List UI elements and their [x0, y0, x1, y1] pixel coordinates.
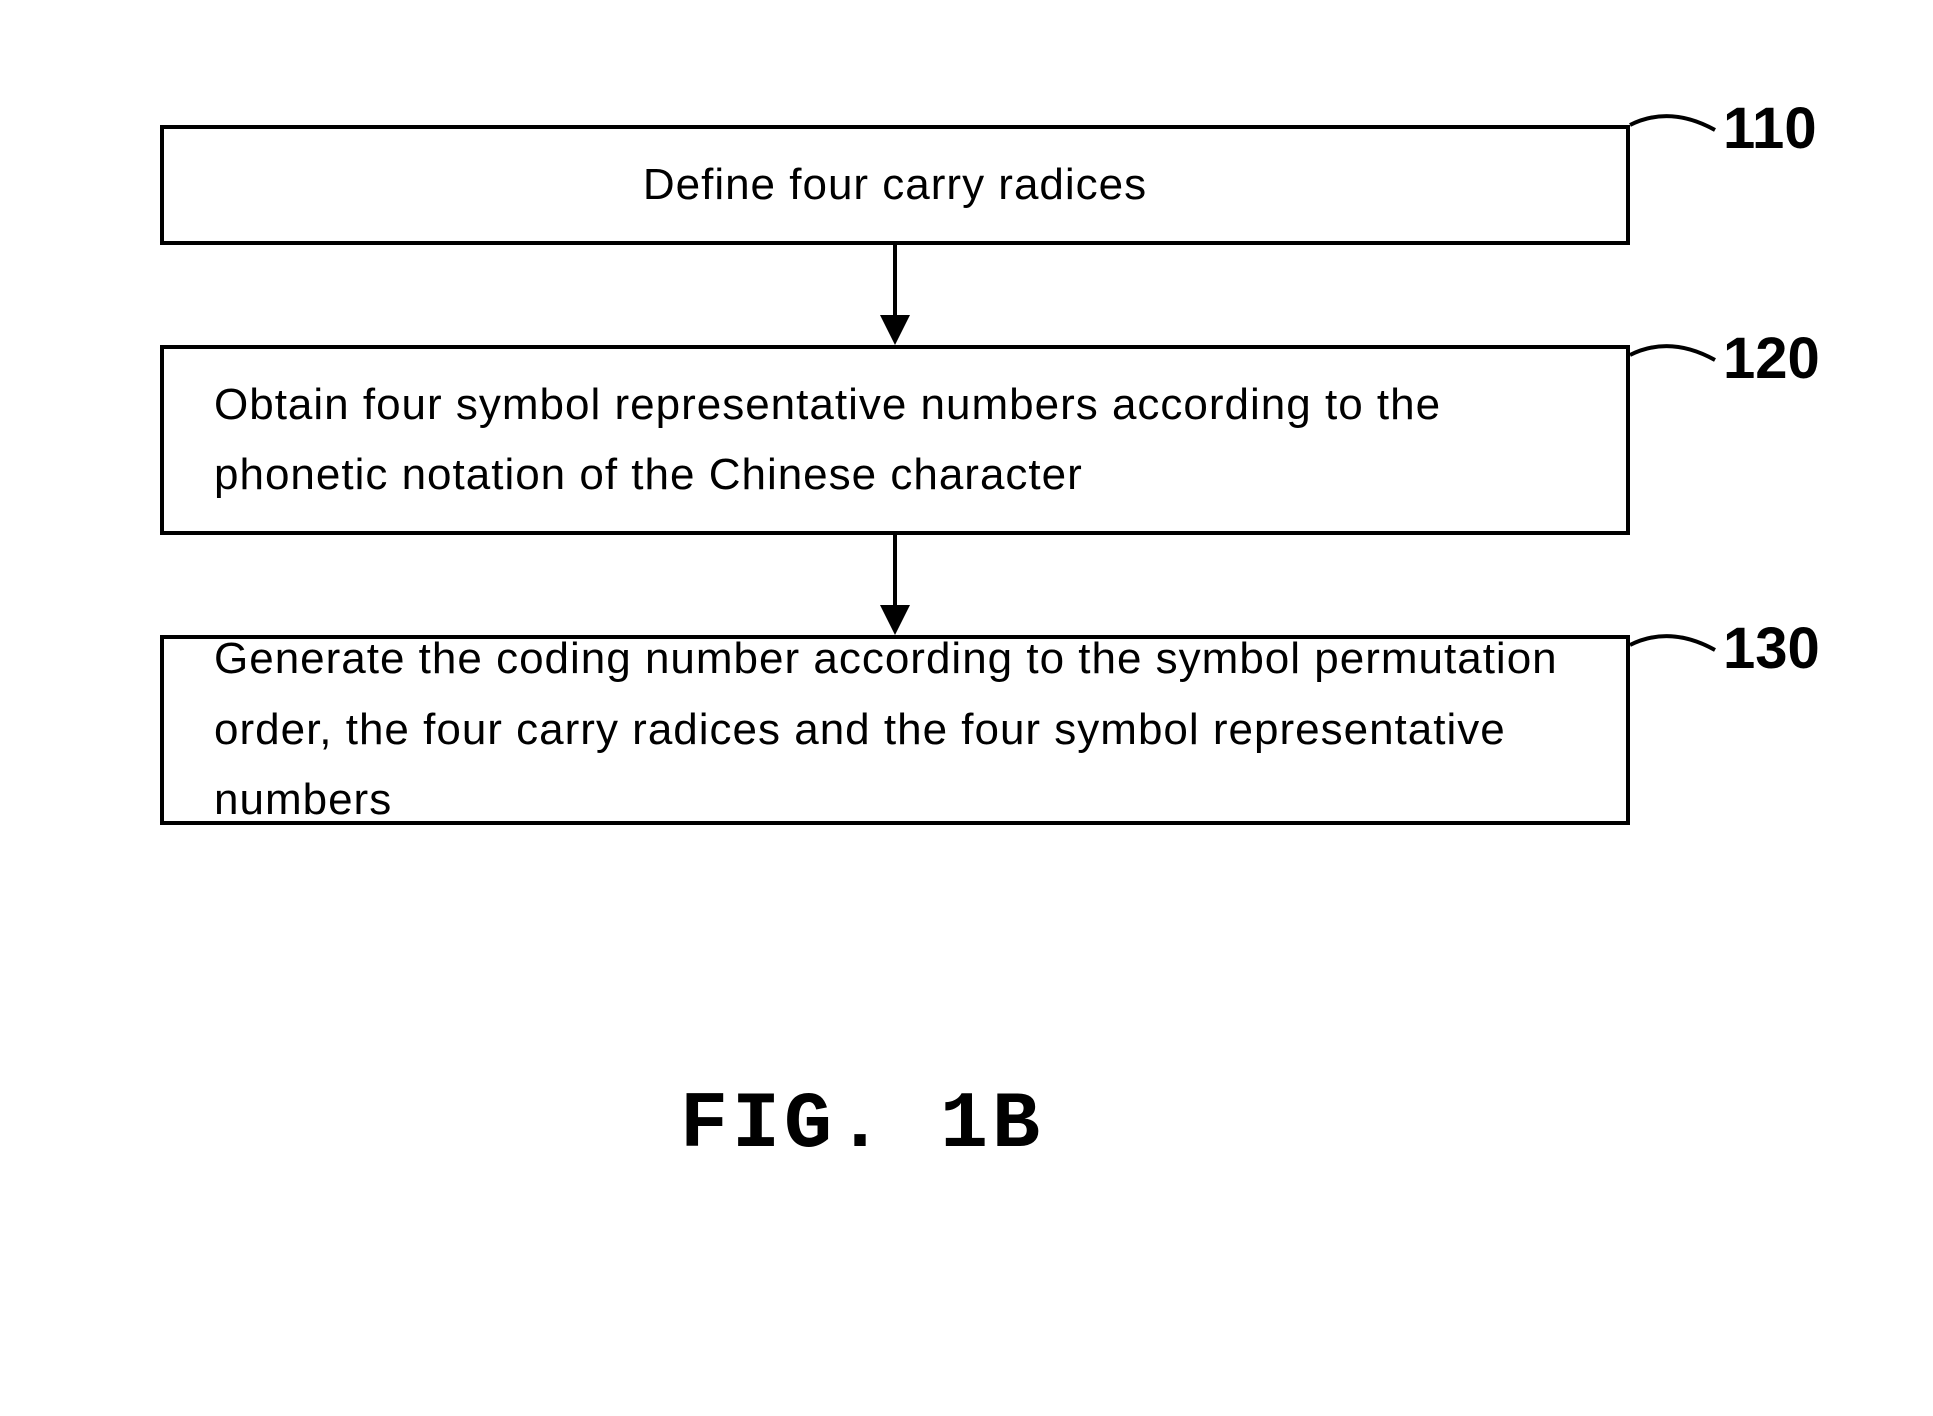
label-130: 130 [1723, 615, 1820, 682]
flowchart-node-110: Define four carry radices [160, 125, 1630, 245]
node-130-text: Generate the coding number according to … [214, 624, 1576, 835]
arrow-120-to-130 [160, 535, 1630, 635]
flowchart-node-120: Obtain four symbol representative number… [160, 345, 1630, 535]
leader-line-110 [1625, 100, 1725, 160]
arrow-line [893, 535, 897, 611]
flowchart-container: Define four carry radices Obtain four sy… [160, 125, 1800, 825]
arrow-110-to-120 [160, 245, 1630, 345]
node-120-text: Obtain four symbol representative number… [214, 370, 1576, 511]
leader-line-130 [1625, 620, 1725, 680]
leader-line-120 [1625, 330, 1725, 390]
arrow-line [893, 245, 897, 321]
node-110-text: Define four carry radices [643, 150, 1147, 220]
figure-caption: FIG. 1B [680, 1080, 1044, 1171]
label-120: 120 [1723, 325, 1820, 392]
flowchart-node-130: Generate the coding number according to … [160, 635, 1630, 825]
arrow-head [880, 315, 910, 345]
label-110: 110 [1723, 95, 1817, 162]
